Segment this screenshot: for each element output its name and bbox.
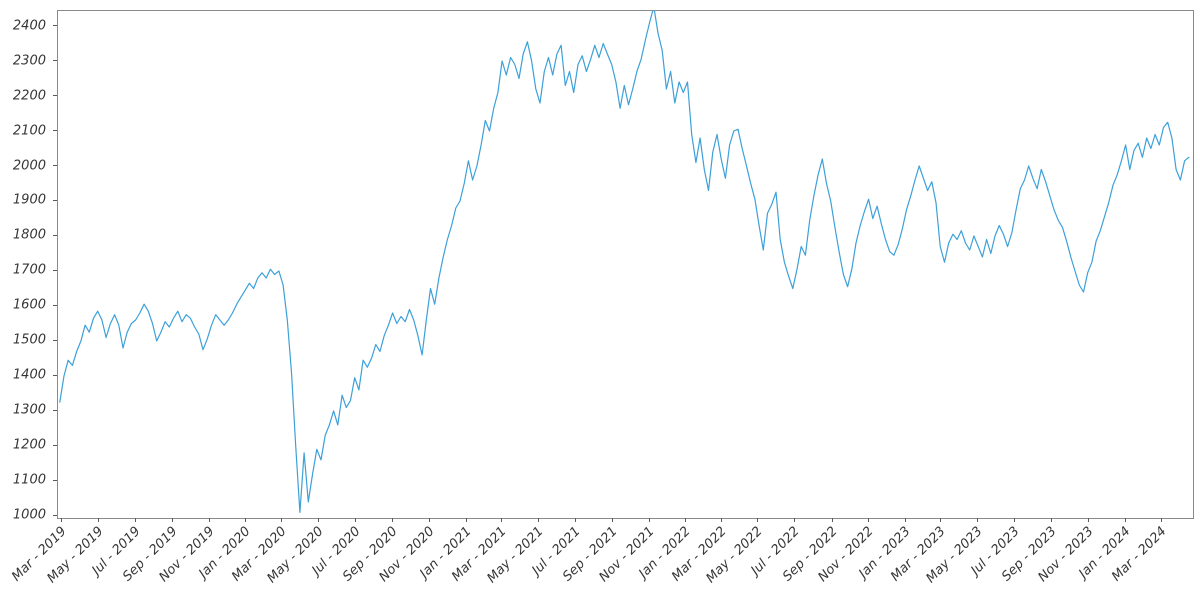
- x-tick-mark: [1013, 518, 1015, 522]
- y-tick-label: 1800: [12, 227, 46, 243]
- y-tick-mark: [53, 444, 57, 446]
- y-tick-label: 1300: [12, 402, 46, 418]
- y-tick-mark: [53, 339, 57, 341]
- x-tick-mark: [1160, 518, 1162, 522]
- x-tick-mark: [977, 518, 979, 522]
- y-tick-mark: [53, 304, 57, 306]
- y-tick-mark: [53, 234, 57, 236]
- x-tick-mark: [868, 518, 870, 522]
- y-tick-mark: [53, 95, 57, 97]
- y-tick-label: 2100: [12, 123, 46, 138]
- y-tick-mark: [53, 165, 57, 166]
- plot-area: [57, 10, 1194, 519]
- x-tick-mark: [1087, 518, 1089, 522]
- x-tick-mark: [757, 518, 759, 522]
- y-tick-label: 1600: [12, 297, 46, 313]
- y-tick-label: 1100: [12, 472, 46, 488]
- y-tick-label: 2300: [12, 53, 46, 69]
- time-series-plot: [59, 11, 1190, 513]
- y-tick-label: 1500: [12, 332, 46, 348]
- series-line: [59, 11, 1190, 513]
- x-tick-mark: [281, 518, 283, 522]
- y-tick-label: 1700: [12, 262, 46, 278]
- x-tick-mark: [537, 518, 539, 522]
- x-tick-mark: [611, 518, 613, 522]
- y-tick-mark: [53, 269, 57, 271]
- y-tick-label: 1900: [12, 192, 46, 208]
- y-tick-mark: [53, 409, 57, 411]
- x-tick-mark: [318, 518, 320, 522]
- x-tick-mark: [685, 518, 687, 522]
- y-tick-mark: [53, 479, 57, 481]
- x-tick-mark: [831, 518, 833, 522]
- x-tick-mark: [171, 518, 173, 522]
- x-tick-mark: [465, 518, 467, 522]
- x-tick-mark: [940, 518, 942, 522]
- y-tick-label: 2200: [12, 88, 46, 104]
- y-tick-label: 1400: [12, 367, 46, 383]
- y-tick-mark: [53, 130, 57, 131]
- x-tick-mark: [794, 518, 796, 522]
- x-tick-mark: [208, 518, 210, 522]
- x-tick-mark: [574, 518, 576, 522]
- y-tick-mark: [53, 374, 57, 376]
- x-tick-mark: [134, 518, 136, 522]
- y-tick-mark: [53, 25, 57, 27]
- x-tick-mark: [904, 518, 906, 522]
- y-tick-mark: [53, 199, 57, 201]
- x-tick-mark: [97, 518, 99, 522]
- y-tick-mark: [53, 514, 57, 516]
- x-tick-mark: [720, 518, 722, 522]
- x-tick-mark: [1124, 518, 1126, 522]
- x-tick-mark: [1051, 518, 1053, 522]
- y-tick-label: 2000: [12, 158, 46, 173]
- y-tick-label: 1000: [12, 507, 46, 523]
- y-tick-label: 1200: [12, 437, 46, 453]
- x-tick-mark: [354, 518, 356, 522]
- x-tick-mark: [428, 518, 430, 522]
- y-tick-label: 2400: [12, 18, 46, 34]
- y-tick-mark: [53, 60, 57, 62]
- x-tick-mark: [245, 518, 247, 522]
- x-tick-mark: [61, 518, 63, 522]
- x-tick-mark: [648, 518, 650, 522]
- x-tick-mark: [392, 518, 394, 522]
- x-tick-mark: [501, 518, 503, 522]
